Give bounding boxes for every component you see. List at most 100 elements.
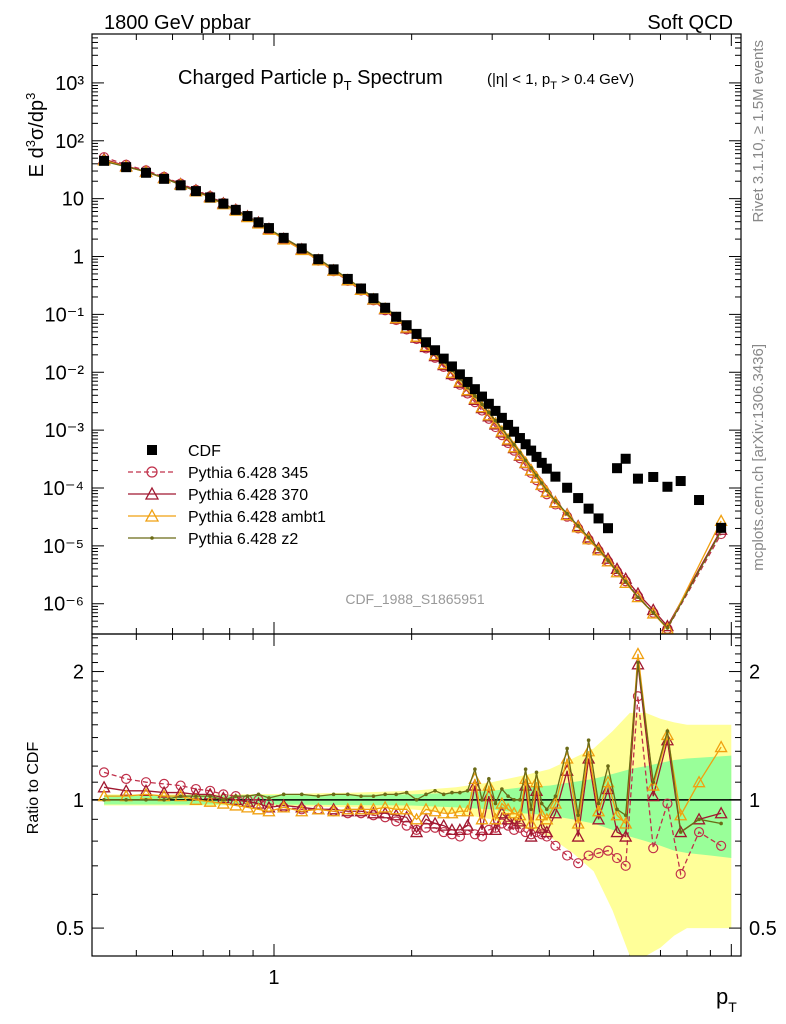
chart-title: Charged Particle pT Spectrum [178,67,443,93]
data-point [278,232,289,243]
y-tick-label: 1 [73,247,84,269]
data-point [678,830,683,834]
data-point [646,789,660,802]
data-point [378,806,392,819]
data-point [540,812,554,825]
data-point [98,767,110,778]
data-point [473,394,477,398]
data-point [550,840,561,851]
data-point [428,804,442,817]
data-point [583,850,594,861]
data-point [256,792,261,797]
data-point [493,418,498,423]
data-point [487,410,491,415]
data-point [205,192,216,203]
data-point [675,476,686,487]
data-point [493,801,498,806]
data-point [534,473,539,478]
data-point [414,798,419,802]
data-point [253,217,264,228]
data-point [296,243,307,254]
data-point [573,493,584,504]
data-point [596,547,601,551]
data-point [469,384,480,395]
data-point [328,264,339,275]
data-point [218,198,229,209]
analysis-id: CDF_1988_S1865951 [345,591,485,607]
data-point [646,778,660,791]
y-tick-label: 1 [73,790,84,812]
data-point [697,817,701,822]
data-point [602,845,614,856]
series-pythia-6-428-345 [98,152,727,634]
ratio-band-inner [104,755,732,859]
data-point [586,738,591,743]
data-point [468,778,482,791]
data-point [523,767,528,771]
legend-label: CDF [188,443,221,460]
data-point [326,802,341,815]
y-tick-label-right: 2 [749,662,760,684]
data-point [716,522,727,533]
data-point [445,823,459,836]
data-point [178,794,183,798]
data-point [229,792,243,805]
data-point [576,813,580,818]
data-point [460,818,475,831]
data-point [610,808,624,821]
data-point [216,791,230,804]
data-point [606,764,610,768]
y-tick-label-right: 1 [749,790,760,812]
data-point [692,812,706,825]
data-point [582,532,596,545]
series-line [103,158,722,628]
ratio-line [104,662,722,834]
data-point [513,448,527,461]
data-point [240,800,255,813]
data-point [488,812,503,825]
data-point [438,353,449,364]
data-point [102,798,106,802]
y-tick-label: 10⁻¹ [45,304,85,326]
data-point [509,824,520,835]
data-point [490,405,501,416]
data-point [419,812,433,825]
data-point [529,470,544,483]
data-point [512,798,516,802]
series-pythia-6-428-370 [97,152,728,632]
data-point [401,320,412,331]
data-point [501,432,515,445]
data-point [495,806,509,819]
data-point [523,458,528,463]
data-point [409,825,424,838]
ratio-y-axis-label: Ratio to CDF [25,742,42,835]
data-point [520,439,531,450]
data-point [573,858,584,869]
data-point [507,440,521,453]
ratio-line [104,653,722,825]
data-point [475,823,489,836]
data-point [359,794,363,798]
spectrum-panel: 10⁻⁶ 10⁻⁵ 10⁻⁴ 10⁻³ 10⁻² 10⁻¹ 1 10 10² 10³ [43,33,742,956]
data-point [524,816,538,829]
data-point [501,802,515,815]
data-point [660,728,675,741]
data-point [714,740,728,753]
x-tick-label: 1 [268,967,279,989]
data-point [453,804,467,817]
data-point [144,508,160,522]
data-point [506,794,510,798]
data-point [141,167,152,178]
data-point [378,800,392,813]
data-point [121,773,132,784]
legend-item: Pythia 6.428 370 [128,486,308,504]
data-point [665,626,670,630]
data-point [345,792,350,797]
data-point [636,660,640,665]
data-point [536,457,547,468]
data-point [150,536,154,540]
data-point [603,523,614,534]
data-point [582,744,596,757]
data-point [591,543,606,556]
data-point [277,798,291,811]
